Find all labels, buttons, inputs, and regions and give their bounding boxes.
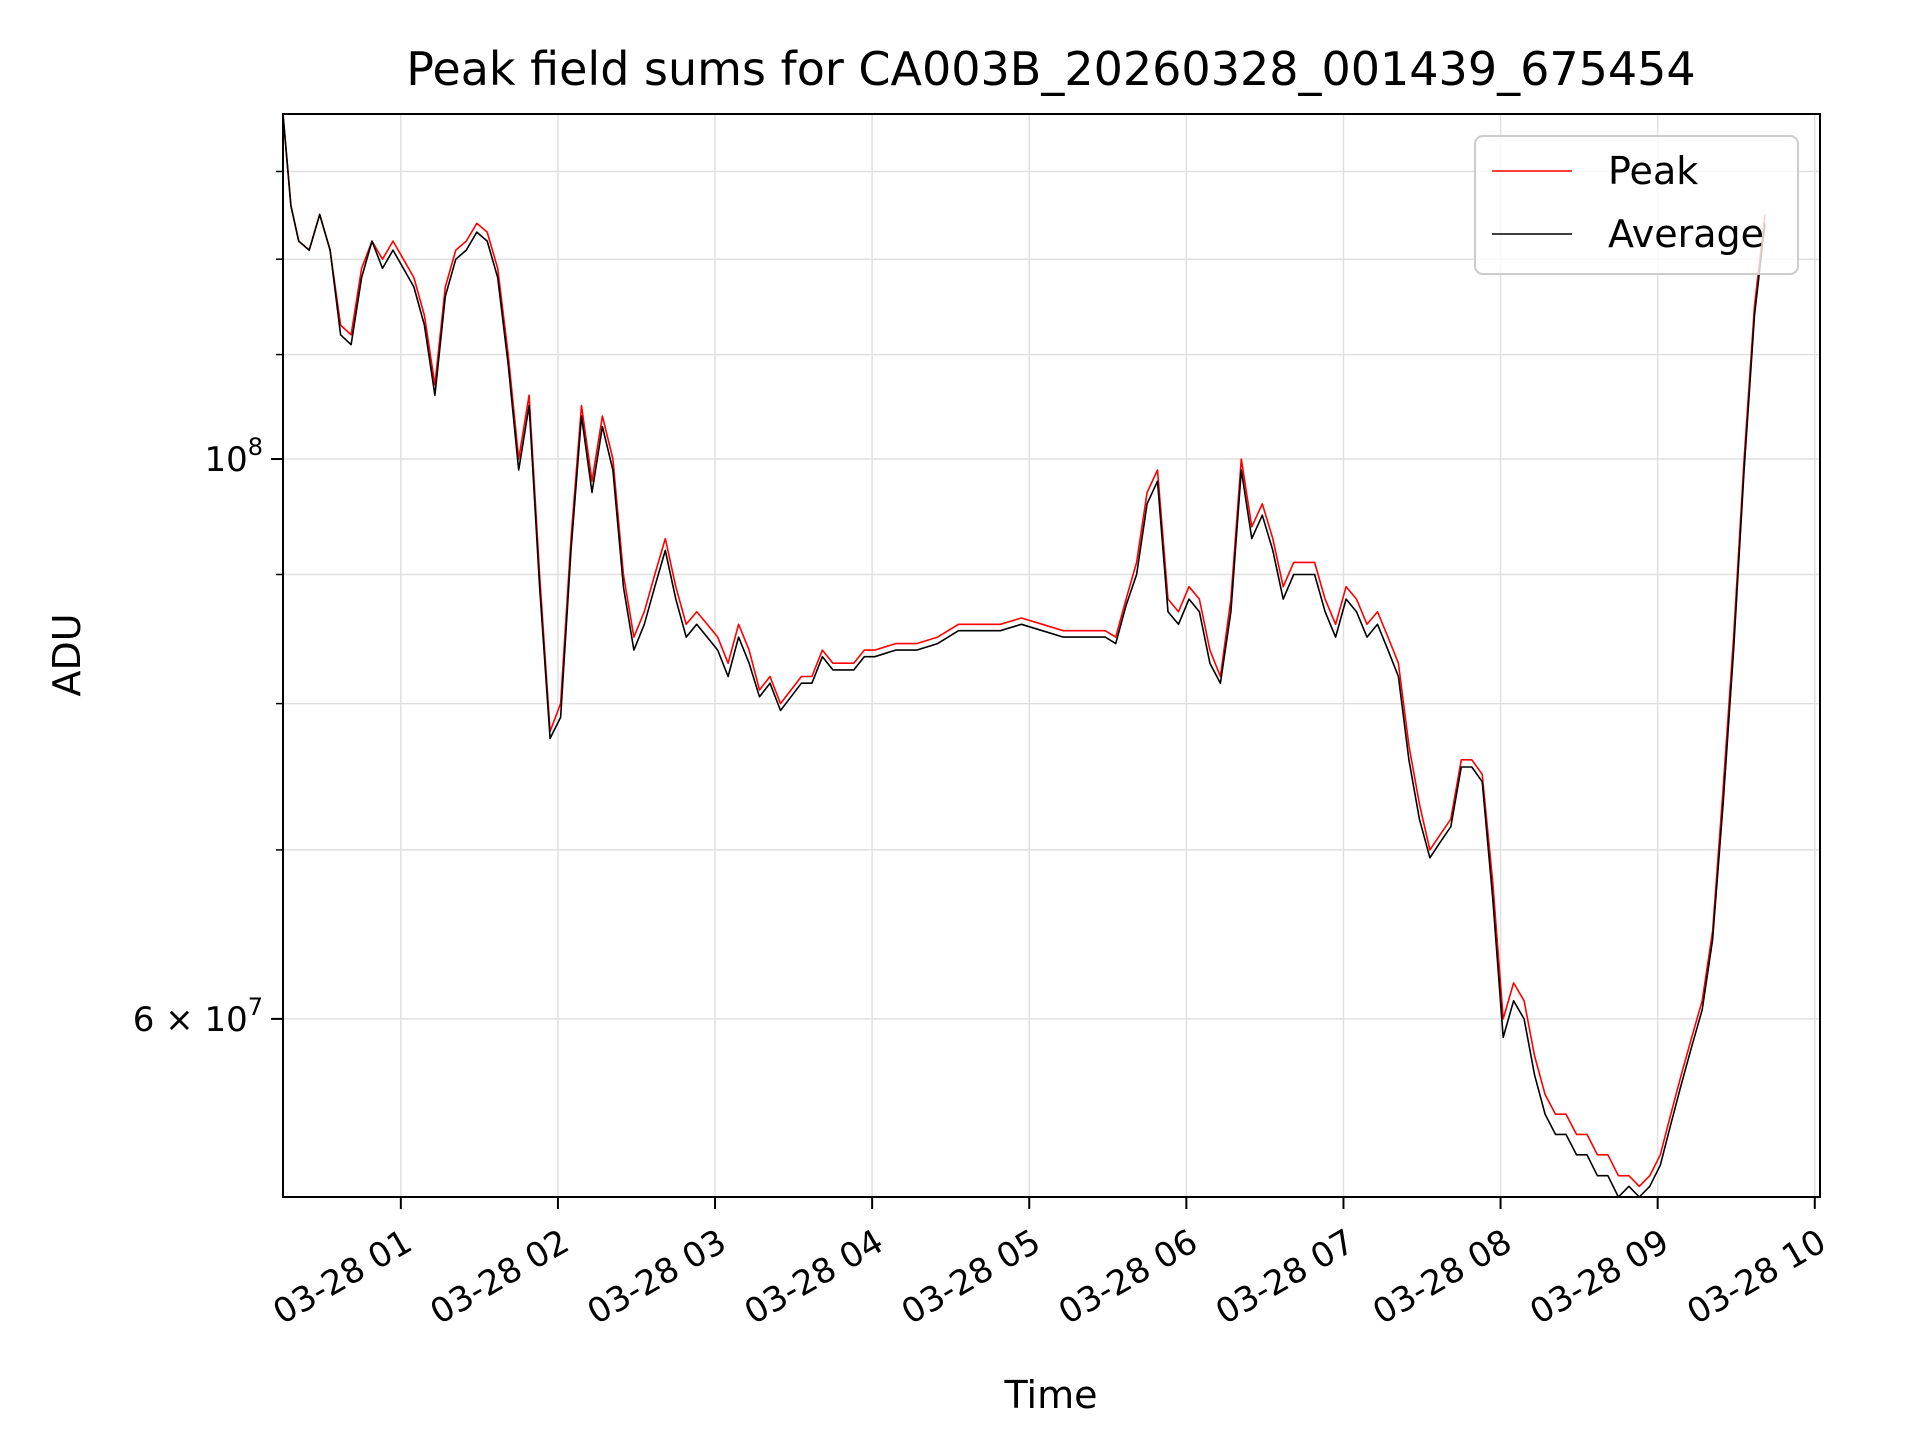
x-tick-label: 03-28 08 [1366,1222,1518,1333]
series-lines [282,113,1766,1198]
legend-label-peak: Peak [1608,149,1698,193]
grid-lines [283,114,1820,1197]
x-tick-label: 03-28 05 [895,1222,1047,1333]
x-tick-label: 03-28 06 [1052,1222,1204,1333]
series-line-average [282,113,1766,1198]
x-tick-label: 03-28 01 [267,1222,419,1333]
x-axis-label: Time [1004,1373,1098,1417]
plot-frame [282,113,1821,1198]
x-tick-label: 03-28 03 [581,1222,733,1333]
legend-label-average: Average [1608,212,1764,256]
series-line-peak [282,113,1766,1188]
x-tick-label: 03-28 09 [1523,1222,1675,1333]
x-axis-ticks: 03-28 01 03-28 02 03-28 03 03-28 04 03-28 05… [267,1197,1833,1333]
x-tick-label: 03-28 02 [424,1222,576,1333]
y-tick-label: 108 [204,433,263,480]
x-tick-label: 03-28 04 [738,1222,890,1333]
x-tick-label: 03-28 07 [1209,1222,1361,1333]
y-axis-label: ADU [45,613,89,696]
x-tick-label: 03-28 10 [1680,1222,1832,1333]
y-axis-ticks: 108 6 × 107 [133,170,283,1040]
legend: Peak Average [1474,135,1799,275]
y-tick-label: 6 × 107 [133,993,263,1040]
chart-title: Peak field sums for CA003B_20260328_0014… [406,42,1695,96]
